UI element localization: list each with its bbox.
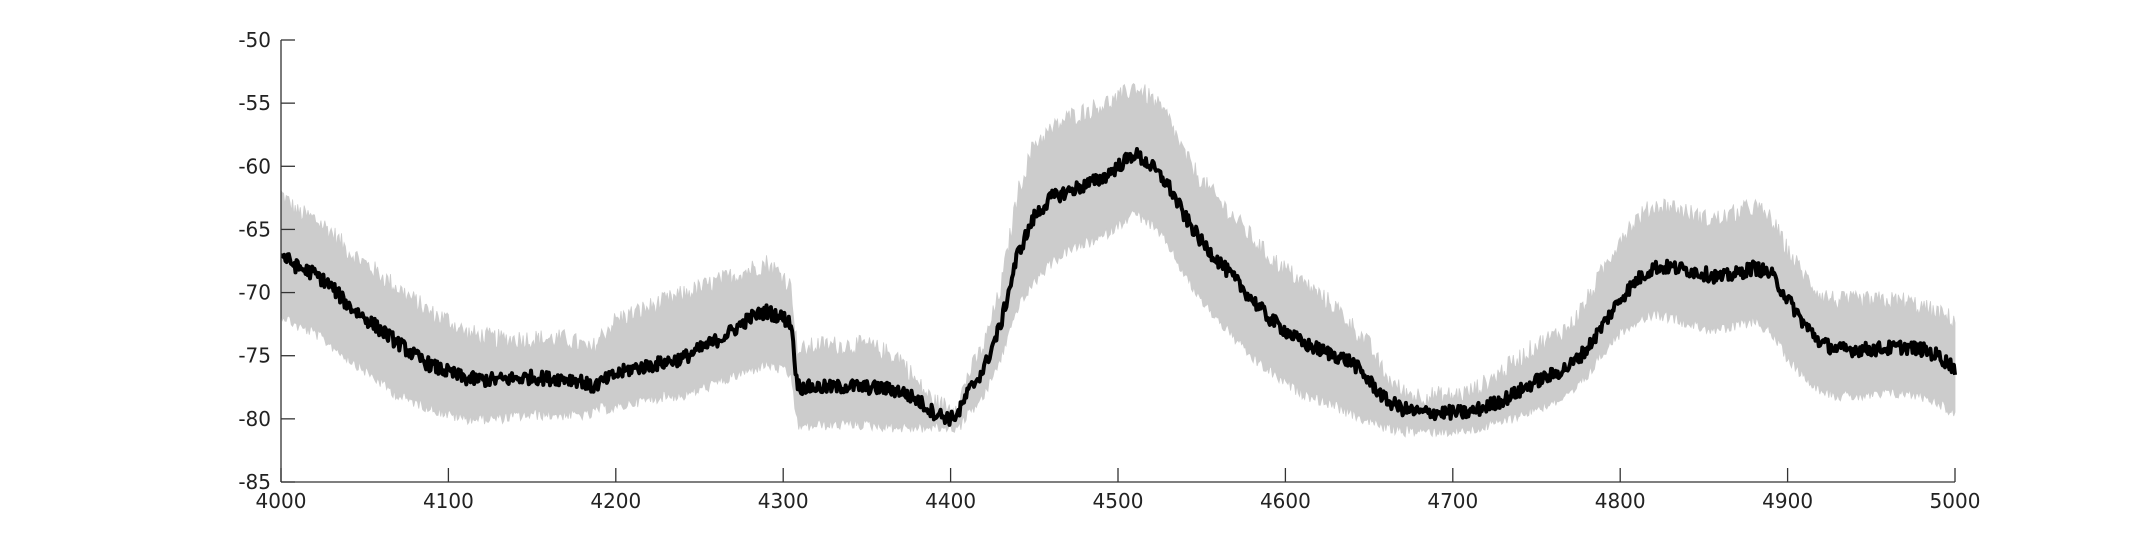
- y-tick-label: -50: [238, 28, 271, 52]
- confidence-band-layer: [280, 83, 1956, 438]
- y-tick-label: -80: [238, 407, 271, 431]
- y-tick-label: -55: [238, 91, 271, 115]
- x-tick-label: 4100: [423, 489, 474, 513]
- x-axis-ticks: 4000 4100 4200 4300 4400 4500 4600 4700 4800 4900…: [256, 468, 1981, 513]
- x-tick-label: 4300: [758, 489, 809, 513]
- y-tick-label: -70: [238, 281, 271, 305]
- x-tick-label: 4500: [1093, 489, 1144, 513]
- y-tick-label: -85: [238, 470, 271, 494]
- y-tick-label: -65: [238, 217, 271, 241]
- x-tick-label: 4400: [925, 489, 976, 513]
- confidence-band: [280, 83, 1956, 438]
- mean-line-layer: [280, 147, 1957, 427]
- mean-series-line: [280, 147, 1957, 427]
- x-tick-label: 4600: [1260, 489, 1311, 513]
- x-tick-label: 4000: [256, 489, 307, 513]
- x-tick-label: 4200: [590, 489, 641, 513]
- x-tick-label: 4900: [1762, 489, 1813, 513]
- x-tick-label: 4700: [1427, 489, 1478, 513]
- y-tick-label: -75: [238, 344, 271, 368]
- x-tick-label: 5000: [1930, 489, 1981, 513]
- y-axis-ticks: -50 -55 -60 -65 -70 -75 -80 -85: [238, 28, 295, 494]
- y-tick-label: -60: [238, 154, 271, 178]
- x-tick-label: 4800: [1595, 489, 1646, 513]
